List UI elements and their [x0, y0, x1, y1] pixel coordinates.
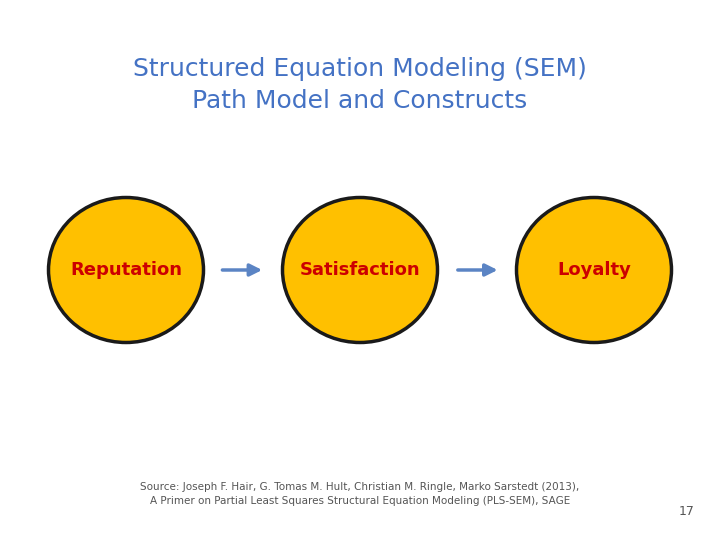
Text: Loyalty: Loyalty: [557, 261, 631, 279]
Text: 17: 17: [679, 505, 695, 518]
Text: Satisfaction: Satisfaction: [300, 261, 420, 279]
Text: Path Model and Constructs: Path Model and Constructs: [192, 89, 528, 113]
Ellipse shape: [282, 198, 438, 342]
Text: Structured Equation Modeling (SEM): Structured Equation Modeling (SEM): [133, 57, 587, 80]
Text: Reputation: Reputation: [70, 261, 182, 279]
Ellipse shape: [516, 198, 672, 342]
Ellipse shape: [48, 198, 204, 342]
Text: Source: Joseph F. Hair, G. Tomas M. Hult, Christian M. Ringle, Marko Sarstedt (2: Source: Joseph F. Hair, G. Tomas M. Hult…: [140, 483, 580, 505]
